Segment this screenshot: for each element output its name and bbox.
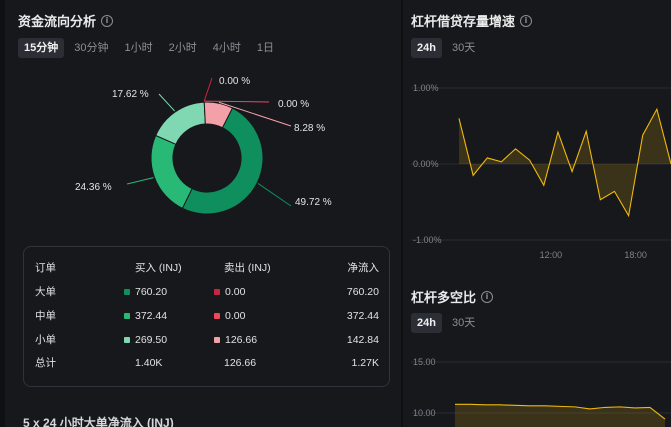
row-sell: 0.00 [214, 307, 245, 325]
row-net: 760.20 [346, 286, 379, 298]
table-row: 大单 760.20 0.00 760.20 [24, 283, 389, 301]
row-buy-value: 372.44 [135, 310, 168, 322]
row-buy-value: 269.50 [135, 334, 168, 346]
sell-color-swatch [214, 313, 220, 319]
info-icon[interactable]: i [520, 14, 533, 27]
row-name: 小单 [35, 334, 56, 346]
leverage-area [459, 109, 671, 216]
x-tick-label: 12:00 [540, 250, 563, 260]
y-tick-label: -1.00% [413, 235, 442, 245]
flow-panel: 资金流向分析 i 15分钟 30分钟 1小时 2小时 4小时 1日 49.72 % 24.3… [5, 0, 401, 427]
flow-title: 资金流向分析 i [18, 11, 114, 30]
info-icon[interactable]: i [101, 14, 114, 27]
leader-line [203, 77, 213, 102]
panel-divider [401, 0, 403, 427]
longshort-title: 杠杆多空比 i [411, 287, 494, 306]
info-icon[interactable]: i [481, 290, 494, 303]
row-buy: 760.20 [124, 283, 167, 301]
slice-small-buy [155, 101, 206, 145]
row-name: 大单 [35, 286, 56, 298]
row-sell-value: 126.66 [225, 334, 258, 346]
row-name: 中单 [35, 310, 56, 322]
slice-percent-label: 49.72 % [295, 197, 332, 208]
longshort-line [455, 403, 666, 420]
buy-color-swatch [124, 313, 130, 319]
row-buy: 269.50 [124, 331, 167, 349]
row-buy-value: 760.20 [135, 286, 168, 298]
y-tick-label: 10.00 [413, 408, 436, 418]
slice-percent-label: 17.62 % [112, 89, 149, 100]
row-net: 142.84 [346, 334, 379, 346]
total-name: 总计 [35, 357, 56, 369]
header-sell: 卖出 (INJ) [224, 262, 271, 274]
y-tick-label: 15.00 [413, 357, 436, 367]
large-order-netflow-title: 5 x 24 小时大单净流入 (INJ) [23, 416, 174, 427]
longshort-area [455, 404, 665, 427]
leverage-panel: 杠杆借贷存量增速 i 24h 30天 1.00% 0.00% -1.00% 12:00 1… [403, 0, 671, 427]
interval-tab-1[interactable]: 30分钟 [74, 42, 109, 54]
table-total-row: 总计 1.40K 126.66 1.27K [24, 354, 389, 372]
left-edge [0, 0, 5, 427]
header-buy: 买入 (INJ) [135, 262, 182, 274]
leader-line [204, 100, 270, 103]
leverage-range-tab-0[interactable]: 24h [411, 38, 442, 58]
y-tick-label: 1.00% [413, 83, 439, 93]
slice-percent-label: 0.00 % [278, 99, 309, 110]
row-sell-value: 0.00 [225, 310, 246, 322]
y-tick-label: 0.00% [413, 159, 439, 169]
row-sell: 0.00 [214, 283, 245, 301]
total-sell: 126.66 [224, 357, 257, 369]
row-net: 372.44 [346, 310, 379, 322]
interval-tab-3[interactable]: 2小时 [168, 42, 197, 54]
interval-tab-4[interactable]: 4小时 [212, 42, 241, 54]
table-header-row: 订单 买入 (INJ) 卖出 (INJ) 净流入 [24, 259, 389, 277]
x-tick-label: 18:00 [624, 250, 647, 260]
header-name: 订单 [35, 262, 56, 274]
leverage-title-text: 杠杆借贷存量增速 [411, 14, 516, 29]
leader-line [257, 183, 292, 207]
table-row: 小单 269.50 126.66 142.84 [24, 331, 389, 349]
leverage-range-tabs: 24h 30天 [411, 38, 481, 58]
table-row: 中单 372.44 0.00 372.44 [24, 307, 389, 325]
slice-big-buy [181, 107, 264, 215]
leader-line [158, 93, 176, 112]
total-buy: 1.40K [135, 357, 163, 369]
leverage-line [458, 107, 671, 218]
longshort-range-tab-0[interactable]: 24h [411, 313, 442, 333]
longshort-range-tabs: 24h 30天 [411, 313, 481, 333]
row-sell-value: 0.00 [225, 286, 246, 298]
flow-table: 订单 买入 (INJ) 卖出 (INJ) 净流入 大单 760.20 0.00 760… [23, 246, 390, 387]
slice-small-sell [203, 101, 234, 129]
sell-color-swatch [214, 289, 220, 295]
interval-tab-2[interactable]: 1小时 [124, 42, 153, 54]
longshort-ratio-chart: 15.00 10.00 [411, 357, 671, 427]
leader-line [126, 177, 154, 185]
longshort-range-tab-1[interactable]: 30天 [451, 317, 476, 329]
leverage-range-tab-1[interactable]: 30天 [451, 42, 476, 54]
row-buy: 372.44 [124, 307, 167, 325]
buy-color-swatch [124, 337, 130, 343]
leverage-growth-chart: 1.00% 0.00% -1.00% 12:00 18:00 [411, 83, 671, 260]
longshort-title-text: 杠杆多空比 [411, 290, 477, 305]
total-net: 1.27K [351, 357, 379, 369]
header-net: 净流入 [347, 262, 380, 274]
flow-title-text: 资金流向分析 [18, 14, 97, 29]
sell-color-swatch [214, 337, 220, 343]
leverage-title: 杠杆借贷存量增速 i [411, 11, 533, 30]
slice-percent-label: 24.36 % [75, 182, 112, 193]
interval-tab-5[interactable]: 1日 [256, 42, 274, 54]
slice-percent-label: 0.00 % [219, 76, 250, 87]
buy-color-swatch [124, 289, 130, 295]
flow-interval-tabs: 15分钟 30分钟 1小时 2小时 4小时 1日 [18, 38, 280, 58]
slice-percent-label: 8.28 % [294, 123, 325, 134]
leader-line [218, 101, 292, 127]
row-sell: 126.66 [214, 331, 257, 349]
interval-tab-0[interactable]: 15分钟 [18, 38, 65, 58]
slice-mid-buy [150, 134, 193, 209]
flow-donut-chart: 49.72 % 24.36 % 17.62 % 0.00 % 0.00 % 8.28 % [75, 76, 332, 215]
